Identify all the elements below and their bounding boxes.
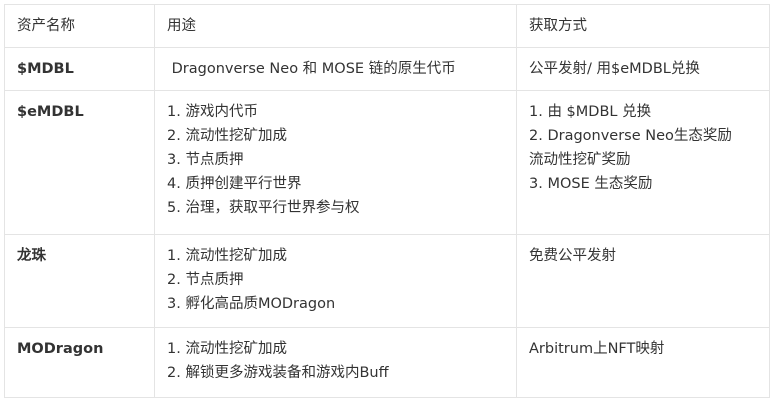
table-row: $eMDBL 1. 游戏内代币 2. 流动性挖矿加成 3. 节点质押 4. 质押…: [4, 90, 770, 235]
use-line: 2. 节点质押: [167, 272, 244, 288]
asset-name: $eMDBL: [4, 90, 155, 235]
use-line: 2. 解锁更多游戏装备和游戏内Buff: [167, 365, 389, 381]
acquire-line: 免费公平发射: [529, 248, 616, 264]
header-asset-name: 资产名称: [4, 4, 155, 48]
asset-table: 资产名称 用途 获取方式 $MDBL Dragonverse Neo 和 MOS…: [4, 4, 770, 398]
acquire-line: Arbitrum上NFT映射: [529, 341, 665, 357]
header-use: 用途: [154, 4, 517, 48]
asset-name: MODragon: [4, 327, 155, 398]
use-line: 2. 流动性挖矿加成: [167, 128, 287, 144]
acquire-line: 3. MOSE 生态奖励: [529, 176, 653, 192]
use-line: 1. 流动性挖矿加成: [167, 341, 287, 357]
asset-acquire: 公平发射/ 用$eMDBL兑换: [516, 47, 770, 91]
asset-use: 1. 流动性挖矿加成 2. 解锁更多游戏装备和游戏内Buff: [154, 327, 517, 398]
asset-name: $MDBL: [4, 47, 155, 91]
acquire-line: 1. 由 $MDBL 兑换: [529, 104, 652, 120]
use-line: 1. 流动性挖矿加成: [167, 248, 287, 264]
acquire-line: 2. Dragonverse Neo生态奖励: [529, 128, 732, 144]
table-row: MODragon 1. 流动性挖矿加成 2. 解锁更多游戏装备和游戏内Buff …: [4, 327, 770, 398]
use-line: Dragonverse Neo 和 MOSE 链的原生代币: [167, 61, 456, 77]
asset-name: 龙珠: [4, 234, 155, 328]
asset-acquire: 1. 由 $MDBL 兑换 2. Dragonverse Neo生态奖励 流动性…: [516, 90, 770, 235]
asset-use: 1. 流动性挖矿加成 2. 节点质押 3. 孵化高品质MODragon: [154, 234, 517, 328]
table-row: $MDBL Dragonverse Neo 和 MOSE 链的原生代币 公平发射…: [4, 47, 770, 91]
use-line: 5. 治理，获取平行世界参与权: [167, 200, 360, 216]
use-line: 3. 节点质押: [167, 152, 244, 168]
acquire-line: 流动性挖矿奖励: [529, 152, 631, 168]
use-line: 4. 质押创建平行世界: [167, 176, 302, 192]
asset-use: 1. 游戏内代币 2. 流动性挖矿加成 3. 节点质押 4. 质押创建平行世界 …: [154, 90, 517, 235]
asset-acquire: Arbitrum上NFT映射: [516, 327, 770, 398]
use-line: 3. 孵化高品质MODragon: [167, 296, 336, 312]
use-line: 1. 游戏内代币: [167, 104, 258, 120]
asset-acquire: 免费公平发射: [516, 234, 770, 328]
header-acquire: 获取方式: [516, 4, 770, 48]
table-row: 龙珠 1. 流动性挖矿加成 2. 节点质押 3. 孵化高品质MODragon 免…: [4, 234, 770, 328]
asset-use: Dragonverse Neo 和 MOSE 链的原生代币: [154, 47, 517, 91]
acquire-line: 公平发射/ 用$eMDBL兑换: [529, 61, 700, 77]
table-header-row: 资产名称 用途 获取方式: [4, 4, 770, 48]
